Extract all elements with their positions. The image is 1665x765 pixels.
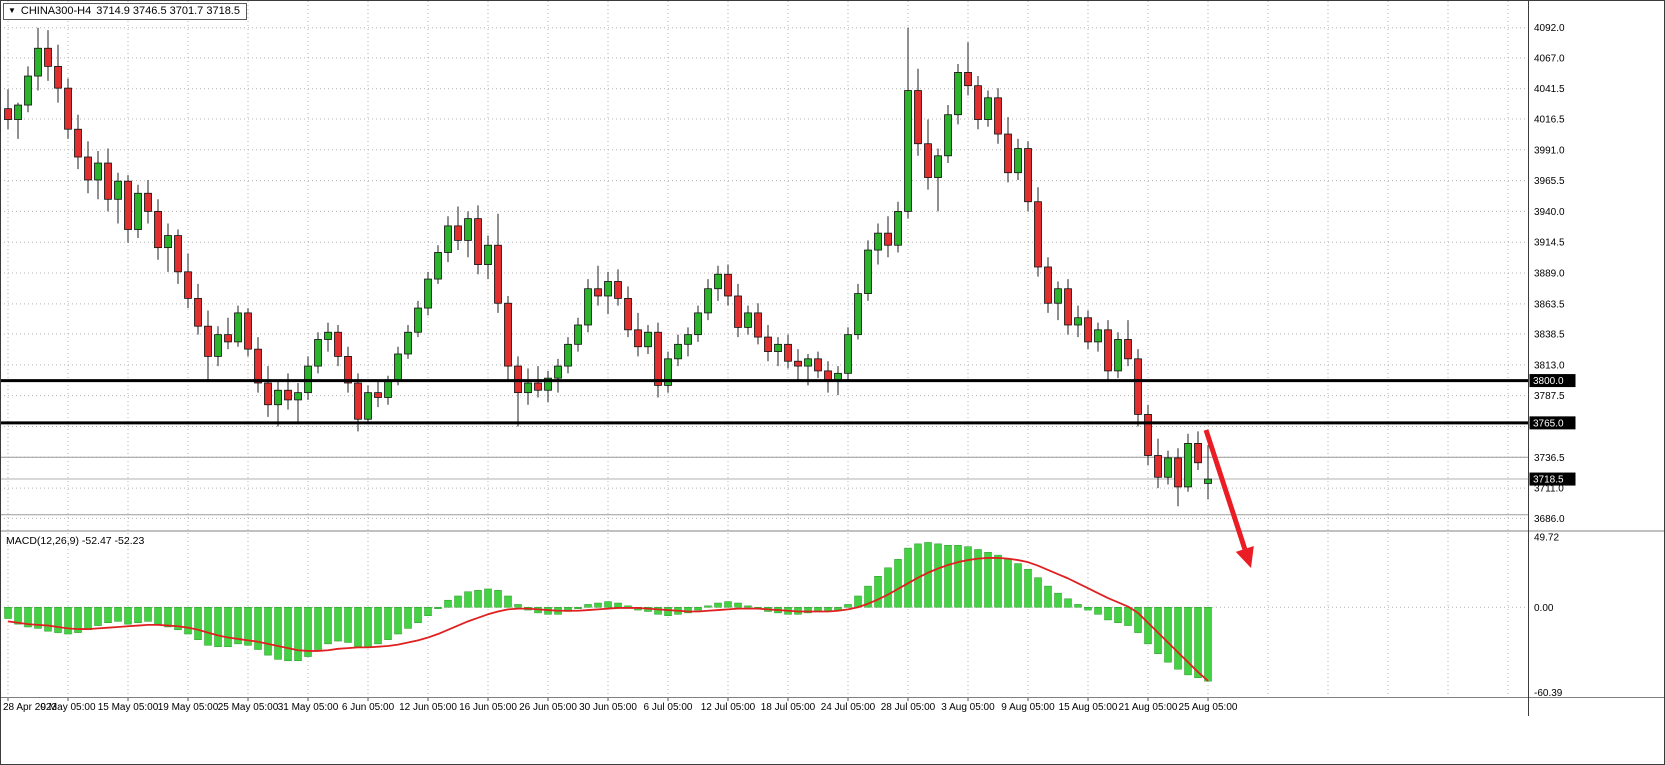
svg-text:3711.0: 3711.0: [1534, 484, 1564, 495]
ohlc-values: 3714.9 3746.5 3701.7 3718.5: [96, 5, 240, 17]
svg-text:12 Jun 05:00: 12 Jun 05:00: [399, 702, 457, 713]
svg-text:26 Jun 05:00: 26 Jun 05:00: [519, 702, 577, 713]
svg-text:12 Jul 05:00: 12 Jul 05:00: [701, 702, 756, 713]
svg-text:25 Aug 05:00: 25 Aug 05:00: [1179, 702, 1238, 713]
svg-text:3 Aug 05:00: 3 Aug 05:00: [941, 702, 995, 713]
svg-text:49.72: 49.72: [1534, 533, 1559, 544]
svg-text:9 May 05:00: 9 May 05:00: [40, 702, 95, 713]
candles-layer: [4, 27, 1212, 507]
grid-layer: [0, 1, 1528, 697]
pane-separators: [0, 0, 1665, 716]
svg-text:3765.0: 3765.0: [1533, 418, 1564, 429]
price-axis: 4092.0 4067.0 4041.5 4016.5 3991.0 3965.5 3940…: [1534, 23, 1565, 699]
svg-text:15 Aug 05:00: 15 Aug 05:00: [1059, 702, 1118, 713]
svg-text:4092.0: 4092.0: [1534, 23, 1565, 34]
svg-text:4041.5: 4041.5: [1534, 84, 1565, 95]
macd-indicator-label: MACD(12,26,9) -52.47 -52.23: [6, 535, 145, 547]
svg-text:9 Aug 05:00: 9 Aug 05:00: [1001, 702, 1055, 713]
svg-text:-60.39: -60.39: [1534, 688, 1563, 699]
svg-text:19 May 05:00: 19 May 05:00: [158, 702, 219, 713]
svg-text:6 Jun 05:00: 6 Jun 05:00: [342, 702, 395, 713]
svg-text:4067.0: 4067.0: [1534, 53, 1565, 64]
minor-hlines[interactable]: [0, 456, 1528, 516]
svg-text:28 Apr 2023: 28 Apr 2023: [3, 702, 57, 713]
svg-text:15 May 05:00: 15 May 05:00: [98, 702, 159, 713]
svg-text:3800.0: 3800.0: [1533, 376, 1564, 387]
svg-text:4016.5: 4016.5: [1534, 114, 1565, 125]
svg-text:24 Jul 05:00: 24 Jul 05:00: [821, 702, 876, 713]
svg-text:6 Jul 05:00: 6 Jul 05:00: [644, 702, 693, 713]
svg-text:3686.0: 3686.0: [1534, 514, 1565, 525]
macd-histogram: [4, 542, 1212, 682]
svg-text:16 Jun 05:00: 16 Jun 05:00: [459, 702, 517, 713]
svg-text:25 May 05:00: 25 May 05:00: [218, 702, 279, 713]
svg-text:3965.5: 3965.5: [1534, 176, 1565, 187]
svg-text:3736.5: 3736.5: [1534, 453, 1565, 464]
svg-text:28 Jul 05:00: 28 Jul 05:00: [881, 702, 936, 713]
symbol-timeframe-label: CHINA300-H4: [20, 5, 92, 17]
svg-text:21 Aug 05:00: 21 Aug 05:00: [1119, 702, 1178, 713]
svg-text:3787.5: 3787.5: [1534, 391, 1565, 402]
svg-text:31 May 05:00: 31 May 05:00: [278, 702, 339, 713]
svg-text:3838.5: 3838.5: [1534, 330, 1565, 341]
macd-signal-line: [7, 557, 1209, 682]
symbol-ohlc-box[interactable]: ▼ CHINA300-H4 3714.9 3746.5 3701.7 3718.…: [3, 3, 247, 20]
svg-text:3813.0: 3813.0: [1534, 360, 1565, 371]
svg-text:0.00: 0.00: [1534, 603, 1554, 614]
svg-text:3940.0: 3940.0: [1534, 207, 1565, 218]
svg-text:3914.5: 3914.5: [1534, 238, 1565, 249]
svg-text:3863.5: 3863.5: [1534, 299, 1565, 310]
chevron-down-icon: ▼: [8, 6, 16, 15]
svg-text:30 Jun 05:00: 30 Jun 05:00: [579, 702, 637, 713]
price-level-labels: 3800.0 3765.0 3718.5: [1529, 374, 1576, 486]
svg-text:3889.0: 3889.0: [1534, 269, 1565, 280]
svg-text:18 Jul 05:00: 18 Jul 05:00: [761, 702, 816, 713]
support-resistance-lines[interactable]: [0, 379, 1528, 425]
trend-arrow[interactable]: [1203, 429, 1254, 568]
svg-text:3991.0: 3991.0: [1534, 145, 1565, 156]
svg-text:3718.5: 3718.5: [1533, 475, 1564, 486]
